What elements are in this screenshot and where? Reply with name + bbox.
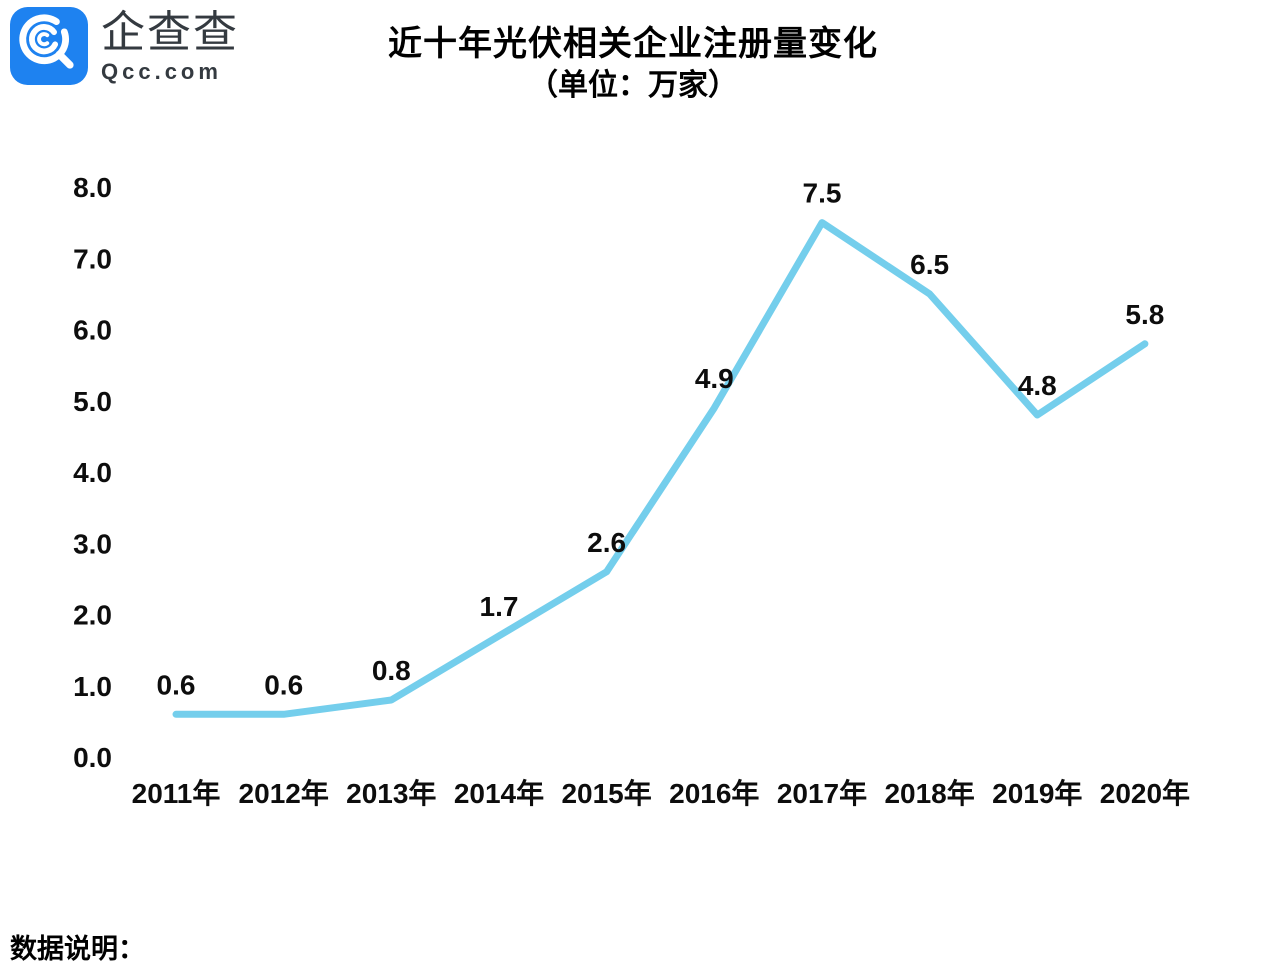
data-point-label: 4.9 (695, 363, 734, 394)
x-axis-tick-label: 2011年 (132, 777, 221, 809)
data-point-label: 7.5 (803, 178, 842, 209)
brand-name: 企查查 (101, 8, 239, 57)
data-point-label: 5.8 (1125, 299, 1164, 330)
y-axis-tick-label: 3.0 (73, 528, 112, 559)
data-point-label: 0.6 (157, 669, 196, 700)
y-axis-tick-label: 7.0 (73, 243, 112, 274)
center-c-icon (37, 32, 50, 47)
x-axis-tick-label: 2019年 (992, 777, 1082, 809)
y-axis-tick-label: 6.0 (73, 315, 112, 346)
data-point-label: 2.6 (587, 527, 626, 558)
x-axis-tick-label: 2013年 (346, 777, 436, 809)
chart-title-block: 近十年光伏相关企业注册量变化 （单位：万家） (0, 22, 1266, 106)
notes-heading: 数据说明： (10, 934, 145, 964)
qcc-logo-icon (10, 7, 88, 85)
data-notes: 数据说明： 1、仅统计关键词为“光伏”的企业 2、统计时间2021/1/7 3、… (10, 829, 538, 970)
data-point-label: 1.7 (480, 591, 519, 622)
data-point-label: 0.6 (264, 669, 303, 700)
y-axis-tick-label: 5.0 (73, 386, 112, 417)
qcc-logo-text: 企查查 Qcc.com (101, 7, 239, 85)
brand-domain: Qcc.com (101, 59, 222, 84)
y-axis-tick-label: 4.0 (73, 457, 112, 488)
data-point-label: 4.8 (1018, 370, 1057, 401)
magnifier-ring-icon (19, 14, 70, 65)
magnifier-handle-icon (55, 50, 74, 69)
x-axis-tick-label: 2017年 (777, 777, 867, 809)
x-axis-tick-label: 2012年 (239, 777, 329, 809)
inner-c-arc-icon (29, 24, 59, 55)
x-axis-tick-label: 2020年 (1100, 777, 1190, 809)
qcc-logo: 企查查 Qcc.com (10, 7, 239, 85)
data-point-label: 0.8 (372, 655, 411, 686)
x-axis-tick-label: 2014年 (454, 777, 544, 809)
x-axis-tick-label: 2015年 (561, 777, 651, 809)
y-axis-tick-label: 2.0 (73, 600, 112, 631)
y-axis-tick-label: 0.0 (73, 742, 112, 773)
y-axis-tick-label: 8.0 (73, 172, 112, 203)
chart-title: 近十年光伏相关企业注册量变化 (388, 25, 878, 63)
data-point-label: 6.5 (910, 249, 949, 280)
series-line (172, 219, 1149, 718)
y-axis-tick-label: 1.0 (73, 671, 112, 702)
x-axis-tick-label: 2018年 (884, 777, 974, 809)
chart-subtitle: （单位：万家） (528, 69, 738, 102)
x-axis-tick-label: 2016年 (669, 777, 759, 809)
